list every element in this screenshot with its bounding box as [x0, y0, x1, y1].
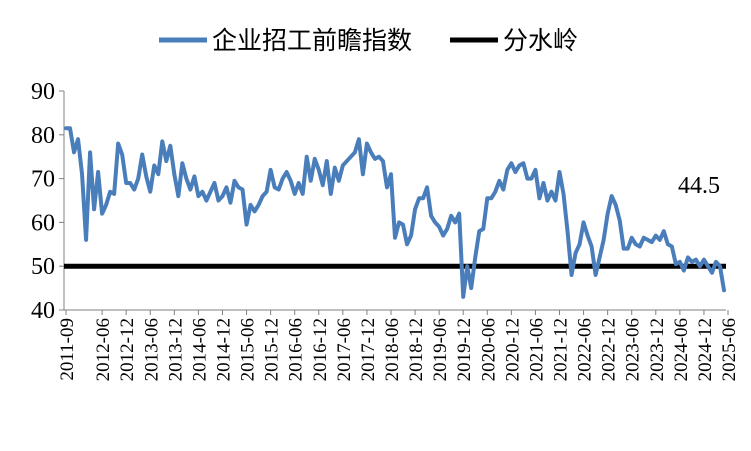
x-tick-label: 2020-06 — [478, 318, 499, 381]
y-tick-label: 50 — [31, 254, 55, 280]
y-tick-label: 40 — [31, 298, 55, 324]
x-tick-label: 2021-06 — [526, 318, 547, 381]
x-tick-label: 2017-12 — [358, 318, 379, 381]
x-tick-label: 2018-12 — [406, 318, 427, 381]
x-tick-label: 2011-09 — [57, 318, 78, 381]
x-tick-label: 2016-06 — [286, 318, 307, 381]
x-tick-label: 2012-06 — [93, 318, 114, 381]
plot-area — [64, 126, 726, 299]
x-tick-label: 2012-12 — [117, 318, 138, 381]
x-tick-label: 2013-12 — [165, 318, 186, 381]
x-tick-label: 2014-06 — [189, 318, 210, 381]
x-tick-label: 2023-06 — [623, 318, 644, 381]
last-value-annotation: 44.5 — [678, 173, 720, 199]
x-tick-label: 2024-12 — [695, 318, 716, 381]
x-axis: 2011-09 2012-06 2012-12 2013-06 2013-12 2014-… — [57, 309, 740, 381]
x-tick-label: 2020-12 — [502, 318, 523, 381]
x-tick-label: 2015-06 — [238, 318, 259, 381]
x-tick-label: 2017-06 — [334, 318, 355, 381]
x-tick-label: 2024-06 — [671, 318, 692, 381]
x-tick-label: 2013-06 — [141, 318, 162, 381]
x-tick-label: 2021-12 — [551, 318, 572, 381]
x-tick-label: 2019-12 — [454, 318, 475, 381]
x-tick-label: 2022-12 — [599, 318, 620, 381]
y-tick-label: 80 — [31, 123, 55, 149]
y-axis: 40 50 60 70 80 90 — [31, 79, 65, 324]
series-line-index — [64, 126, 726, 299]
x-tick-label: 2018-06 — [382, 318, 403, 381]
y-tick-label: 90 — [31, 79, 55, 105]
y-tick-label: 70 — [31, 167, 55, 193]
x-tick-label: 2014-12 — [213, 318, 234, 381]
x-tick-label: 2019-06 — [430, 318, 451, 381]
x-tick-label: 2016-12 — [310, 318, 331, 381]
x-tick-label: 2022-06 — [575, 318, 596, 381]
legend-label-index: 企业招工前瞻指数 — [212, 26, 412, 55]
x-tick-label: 2023-12 — [647, 318, 668, 381]
y-tick-label: 60 — [31, 210, 55, 236]
x-tick-label: 2015-12 — [262, 318, 283, 381]
x-tick-label: 2025-06 — [719, 318, 740, 381]
legend: 企业招工前瞻指数 分水岭 — [159, 26, 578, 55]
legend-label-threshold: 分水岭 — [503, 26, 578, 55]
